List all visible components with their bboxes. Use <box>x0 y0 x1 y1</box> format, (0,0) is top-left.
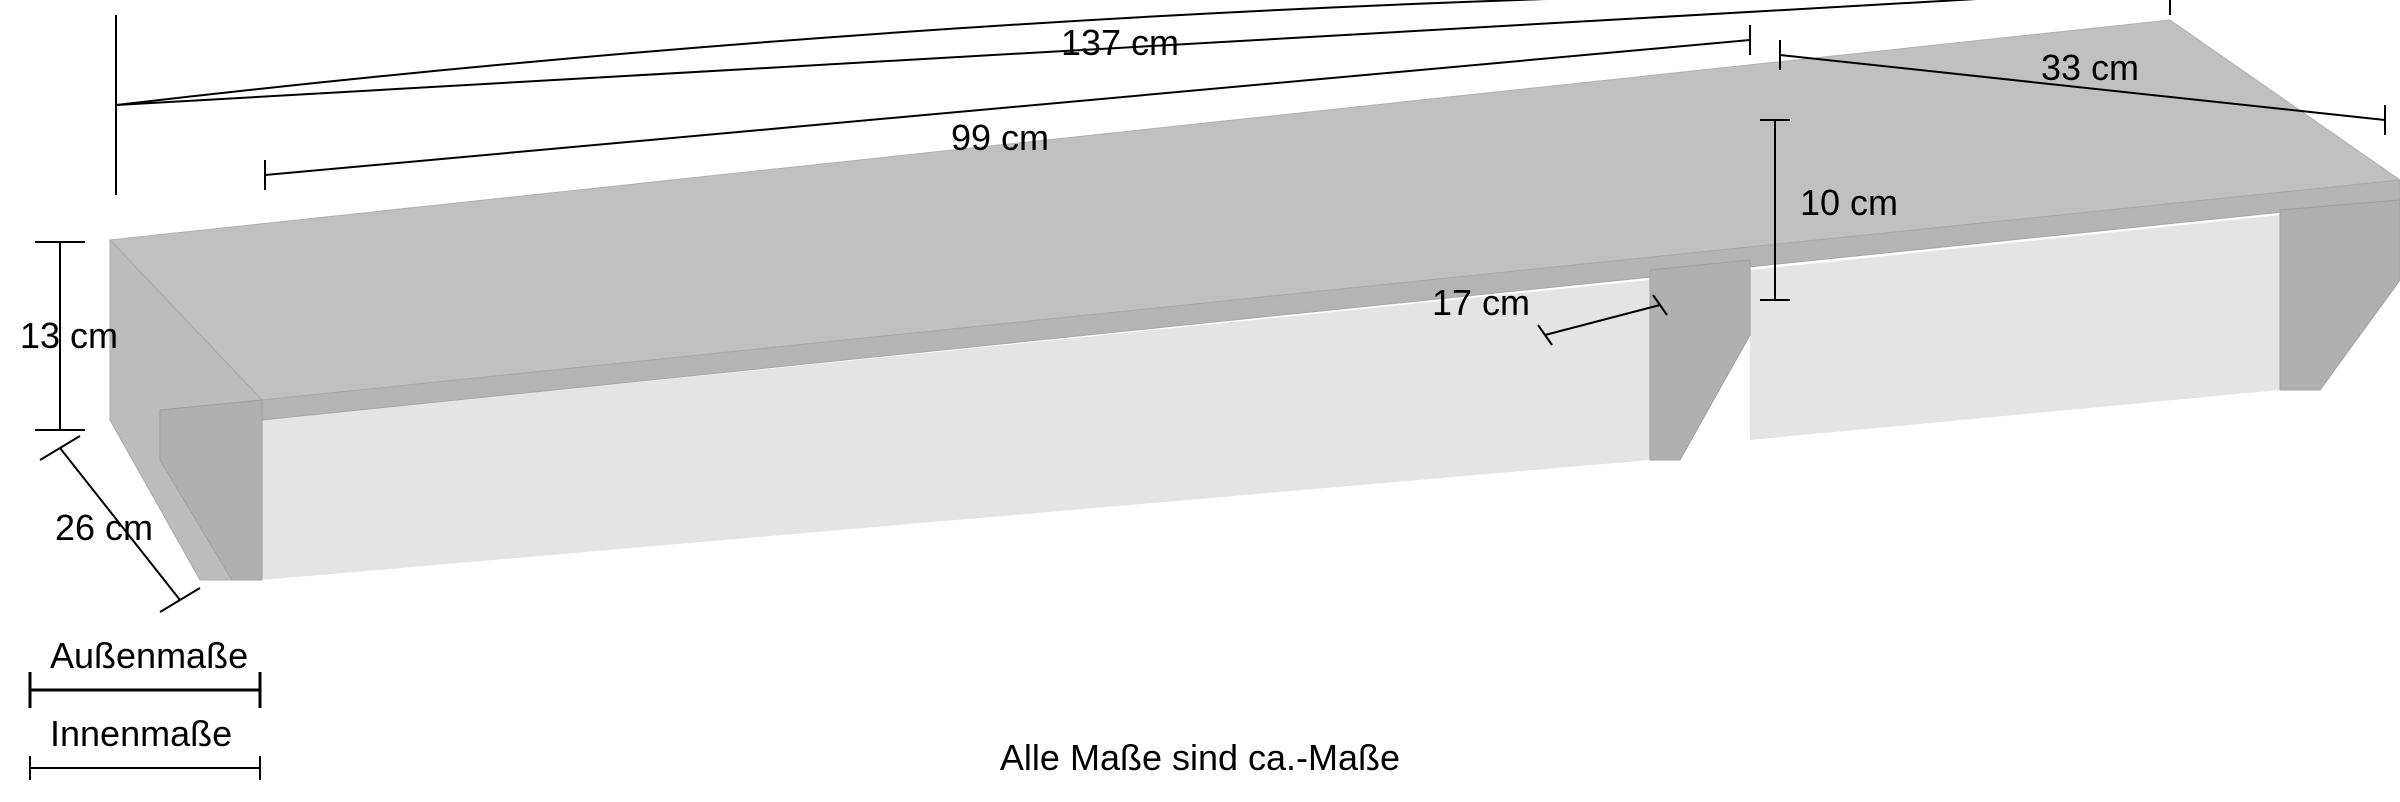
right-leg-front <box>2280 200 2400 390</box>
legend-outer-label: Außenmaße <box>50 635 248 676</box>
label-outer-depth: 26 cm <box>55 507 153 548</box>
legend-outer-bar <box>30 672 260 708</box>
legend-inner-label: Innenmaße <box>50 713 232 754</box>
label-total-width: 137 cm <box>1061 22 1179 63</box>
label-outer-height: 13 cm <box>20 315 118 356</box>
label-support-depth: 17 cm <box>1432 282 1530 323</box>
footer-note: Alle Maße sind ca.-Maße <box>1000 737 1400 778</box>
dimension-diagram: 137 cm 99 cm 33 cm 10 cm 17 cm 13 cm 26 … <box>0 0 2400 802</box>
legend-inner-bar <box>30 756 260 780</box>
label-right-depth: 33 cm <box>2041 47 2139 88</box>
label-inner-height: 10 cm <box>1800 182 1898 223</box>
label-opening-width: 99 cm <box>951 117 1049 158</box>
riser-object <box>110 20 2400 580</box>
middle-support <box>1650 260 1750 460</box>
